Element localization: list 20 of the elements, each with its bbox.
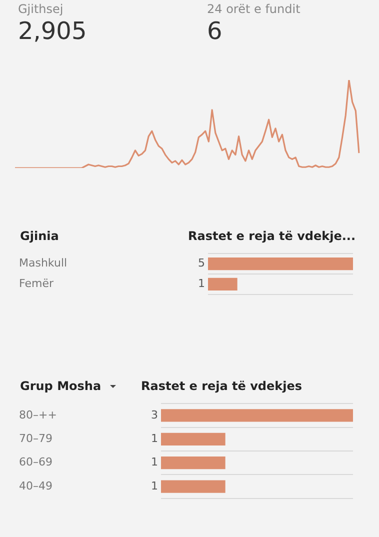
- y-tick-label: 60–69: [19, 456, 52, 469]
- y-tick-label: 40–49: [19, 479, 52, 492]
- data-label: 1: [151, 456, 158, 469]
- x-axis-title: Rastet e reja të vdekjes: [141, 379, 302, 393]
- text: Gjithsej: [18, 2, 64, 16]
- data-label: 1: [151, 432, 158, 446]
- data-label: 1: [151, 479, 158, 492]
- x-axis-title: Rastet e reja të vdekje...: [188, 229, 356, 243]
- y-axis-title: Grup Mosha: [20, 379, 102, 393]
- y-tick-label: Mashkull: [19, 256, 68, 270]
- y-tick-label: 70–79: [19, 432, 52, 446]
- text: 24 orët e fundit: [207, 2, 300, 16]
- y-axis-title: Gjinia: [20, 229, 59, 243]
- data-label: 3: [151, 408, 158, 422]
- text: 6: [207, 17, 224, 45]
- y-tick-label: 80–++: [19, 408, 57, 422]
- data-label: 5: [198, 256, 205, 270]
- data-label: 1: [198, 277, 205, 290]
- y-tick-label: Femër: [19, 277, 54, 290]
- text: 2,905: [18, 17, 87, 45]
